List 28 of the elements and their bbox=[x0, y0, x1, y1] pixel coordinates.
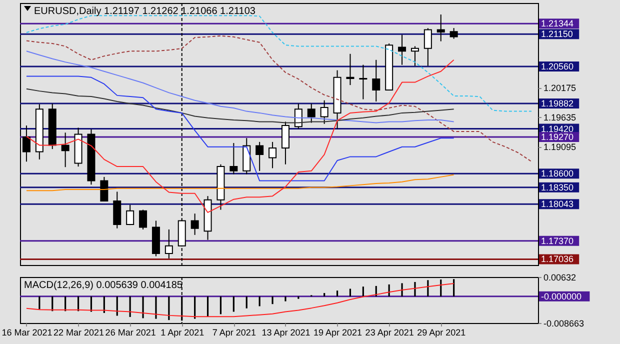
x-tick-label: 7 Apr 2021 bbox=[212, 328, 256, 338]
chart-title: MACD(12,26,9) 0.005639 0.004185 bbox=[24, 280, 183, 291]
ref-line-label: 1.17036 bbox=[541, 254, 574, 264]
y-tick-label: -0.008663 bbox=[544, 318, 584, 328]
ref-line-label: 1.18600 bbox=[541, 168, 574, 179]
x-tick-label: 1 Apr 2021 bbox=[160, 328, 204, 338]
x-tick-label: 16 Mar 2021 bbox=[2, 328, 52, 338]
ref-line-label: 1.18350 bbox=[541, 182, 574, 192]
y-tick-label: 1.19635 bbox=[544, 112, 576, 123]
ref-line-label: 1.19420 bbox=[541, 124, 574, 134]
y-tick-label: 1.19095 bbox=[544, 142, 576, 152]
x-tick-label: 26 Mar 2021 bbox=[105, 328, 156, 338]
x-tick-label: 22 Mar 2021 bbox=[54, 328, 104, 338]
ref-line-label: 1.19882 bbox=[541, 98, 574, 109]
ref-line-label: -0.000000 bbox=[541, 291, 582, 302]
ref-line-label: 1.21150 bbox=[541, 29, 573, 40]
ref-line-label: 1.18043 bbox=[541, 199, 574, 210]
x-tick-label: 29 Apr 2021 bbox=[417, 328, 466, 338]
y-tick-label: 1.20175 bbox=[544, 83, 576, 94]
x-tick-label: 23 Apr 2021 bbox=[365, 328, 414, 338]
x-tick-label: 13 Apr 2021 bbox=[262, 328, 310, 338]
x-tick-label: 19 Apr 2021 bbox=[314, 328, 362, 338]
chart-title: EURUSD,Daily 1.21197 1.21262 1.21066 1.21103 bbox=[34, 6, 256, 17]
ref-line-label: 1.17370 bbox=[541, 236, 574, 246]
ref-line-label: 1.20560 bbox=[541, 61, 574, 72]
ref-line-label: 1.19270 bbox=[541, 132, 574, 142]
y-tick-label: 0.00632 bbox=[544, 272, 576, 282]
ref-line-label: 1.21344 bbox=[541, 18, 574, 29]
